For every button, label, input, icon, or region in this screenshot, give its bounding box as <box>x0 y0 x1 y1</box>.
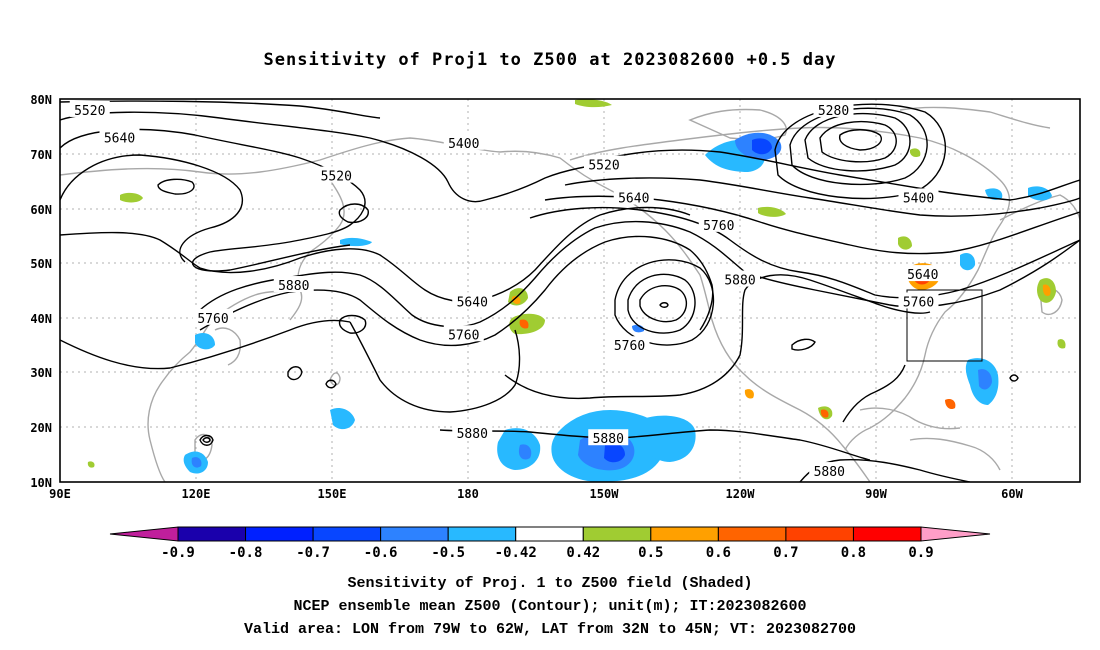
contour-label-bg <box>698 215 739 232</box>
contour-label: 5400 <box>903 191 934 206</box>
lat-label: 10N <box>30 476 52 490</box>
contour-label: 5880 <box>814 465 845 480</box>
colorbar-label: -0.8 <box>229 545 263 561</box>
contour-label-bg <box>813 100 854 117</box>
contour-label-bg <box>316 166 357 183</box>
contour-label-bg <box>443 325 484 342</box>
negative-sensitivity-patches <box>183 132 1052 482</box>
contour-labels: 5520 5640 5400 5520 5520 5640 5760 5280 5400 5640… <box>69 100 943 480</box>
caption-contour: NCEP ensemble mean Z500 (Contour); unit(… <box>293 598 807 615</box>
contour-label-bg <box>809 462 850 479</box>
contour-label-bg <box>193 308 233 325</box>
contour-label: 5880 <box>724 274 755 289</box>
contour-label: 5760 <box>448 328 479 343</box>
contour-label: 5520 <box>74 104 105 119</box>
caption-valid-area: Valid area: LON from 79W to 62W, LAT fro… <box>243 621 857 638</box>
colorbar-cell <box>380 526 449 542</box>
contour-label: 5760 <box>614 339 645 354</box>
lon-label: 90E <box>49 487 71 501</box>
lat-label: 60N <box>30 203 52 217</box>
lon-label: 90W <box>865 487 887 501</box>
lat-label: 70N <box>30 148 52 162</box>
contour-label-bg <box>443 133 484 150</box>
latitude-labels: 80N 70N 60N 50N 40N 30N 20N 10N <box>30 93 52 490</box>
contour-label-bg <box>584 155 624 172</box>
colorbar-label: -0.6 <box>364 545 398 561</box>
contour-label-bg <box>613 188 654 205</box>
contour-label: 5880 <box>278 279 309 294</box>
contour-label-bg <box>902 265 943 282</box>
colorbar: -0.9 -0.8 -0.7 -0.6 -0.5 -0.42 0.42 0.5 0.6 0.7 0.… <box>109 526 991 561</box>
colorbar-labels: -0.9 -0.8 -0.7 -0.6 -0.5 -0.42 0.42 0.5 0.6 0.7 0.… <box>161 545 934 561</box>
contour-label-bg <box>99 128 140 145</box>
colorbar-cell <box>245 526 314 542</box>
lon-label: 180 <box>457 487 479 501</box>
z500-contours <box>60 100 1080 482</box>
contour-label: 5760 <box>903 295 934 310</box>
contour-label: 5880 <box>457 427 488 442</box>
lon-label: 60W <box>1001 487 1023 501</box>
colorbar-label: -0.9 <box>161 545 195 561</box>
colorbar-cell <box>785 526 854 542</box>
contour-label-bg <box>898 292 939 309</box>
contour-label: 5880 <box>593 432 624 447</box>
contour-label: 5640 <box>457 295 488 310</box>
lon-label: 150E <box>318 487 347 501</box>
contour-label-bg <box>588 429 629 446</box>
contour-label-bg <box>452 423 493 440</box>
contour-label-bg <box>452 292 493 309</box>
figure-title: Sensitivity of Proj1 to Z500 at 20230826… <box>263 50 837 70</box>
lon-label: 150W <box>590 487 620 501</box>
colorbar-label: -0.42 <box>495 545 537 561</box>
colorbar-right-end <box>920 526 991 542</box>
colorbar-cell <box>582 526 652 542</box>
colorbar-label: 0.8 <box>841 545 866 561</box>
colorbar-cell <box>177 526 247 542</box>
contour-label: 5760 <box>197 312 228 327</box>
contour-label: 5760 <box>703 219 734 234</box>
colorbar-left-end <box>109 526 179 542</box>
contour-label: 5520 <box>588 159 619 174</box>
colorbar-label: 0.6 <box>706 545 731 561</box>
colorbar-cell <box>312 526 382 542</box>
contour-label: 5640 <box>618 191 649 206</box>
contour-label: 5640 <box>104 131 135 146</box>
colorbar-label: -0.5 <box>431 545 465 561</box>
colorbar-label: 0.42 <box>566 545 600 561</box>
colorbar-label: 0.7 <box>773 545 798 561</box>
map-panel: 5520 5640 5400 5520 5520 5640 5760 5280 5400 5640… <box>30 93 1081 501</box>
valid-area-box <box>906 289 983 362</box>
colorbar-cell <box>447 526 517 542</box>
contour-label-bg <box>69 100 110 117</box>
lat-label: 50N <box>30 257 52 271</box>
colorbar-cells <box>177 526 922 542</box>
longitude-labels: 90E 120E 150E 180 150W 120W 90W 60W <box>49 487 1023 501</box>
lat-label: 30N <box>30 366 52 380</box>
contour-label: 5400 <box>448 137 479 152</box>
map-frame <box>59 98 1081 483</box>
contour-label: 5280 <box>818 104 849 119</box>
colorbar-cell <box>515 526 584 542</box>
caption-shading: Sensitivity of Proj. 1 to Z500 field (Sh… <box>347 575 753 592</box>
lon-label: 120W <box>726 487 756 501</box>
lon-label: 120E <box>182 487 211 501</box>
colorbar-cell <box>852 526 922 542</box>
contour-label: 5520 <box>321 170 352 185</box>
lat-label: 20N <box>30 421 52 435</box>
colorbar-cell <box>717 526 787 542</box>
lat-label: 80N <box>30 93 52 107</box>
contour-label-bg <box>273 276 314 293</box>
colorbar-label: -0.7 <box>296 545 330 561</box>
colorbar-label: 0.9 <box>908 545 933 561</box>
contour-label-bg <box>720 270 760 287</box>
contour-label: 5640 <box>907 268 938 283</box>
colorbar-cell <box>650 526 719 542</box>
contour-label-bg <box>609 336 650 353</box>
contour-label-bg <box>898 188 939 205</box>
colorbar-label: 0.5 <box>638 545 663 561</box>
lat-label: 40N <box>30 312 52 326</box>
